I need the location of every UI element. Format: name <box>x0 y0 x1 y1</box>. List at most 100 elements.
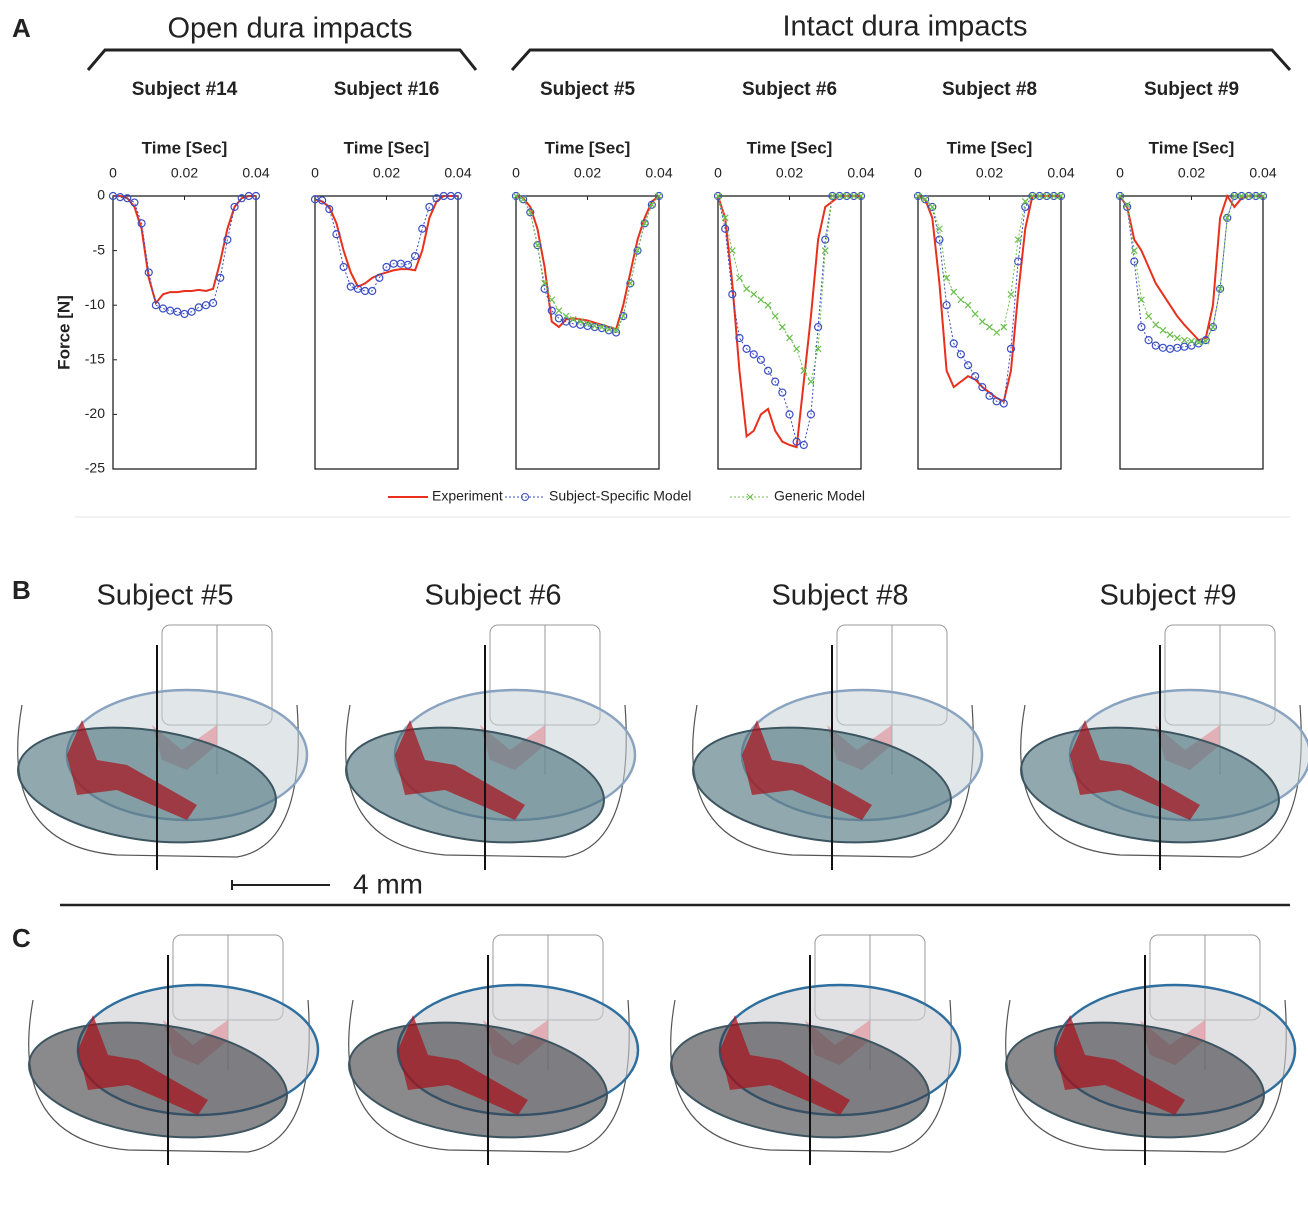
marker <box>1116 192 1124 200</box>
marker <box>511 191 521 201</box>
subject-label: Subject #8 <box>771 580 908 612</box>
marker <box>721 214 729 222</box>
legend-label: Generic Model <box>774 488 865 504</box>
marker <box>382 262 391 272</box>
bracket <box>86 48 478 71</box>
marker <box>728 290 737 299</box>
x-tick-label: 0.02 <box>976 165 1003 181</box>
red-dark <box>720 1015 850 1115</box>
red-dark <box>78 1015 208 1115</box>
red-dark <box>67 720 197 820</box>
marker <box>771 312 779 320</box>
marker <box>375 273 384 282</box>
experiment-line <box>717 195 861 449</box>
marker <box>742 344 751 353</box>
x-tick-label: 0.04 <box>1249 165 1276 181</box>
marker <box>1187 341 1196 350</box>
marker <box>807 378 815 386</box>
marker <box>187 307 196 316</box>
model-line <box>917 195 1061 334</box>
marker <box>843 192 851 200</box>
marker <box>648 201 656 209</box>
plot-frame <box>112 195 257 470</box>
y-tick-label: -25 <box>85 460 105 476</box>
marker <box>928 203 936 211</box>
marker <box>353 284 362 293</box>
marker <box>1115 191 1125 201</box>
marker <box>800 367 808 375</box>
marker <box>763 366 773 375</box>
marker <box>1007 290 1015 298</box>
marker <box>1209 323 1217 331</box>
marker <box>453 191 463 201</box>
marker <box>978 318 986 326</box>
model-line <box>314 195 458 292</box>
x-tick-label: 0.04 <box>1047 165 1074 181</box>
marker <box>1043 192 1051 200</box>
marker <box>1050 192 1058 200</box>
marker <box>194 303 203 312</box>
x-axis-label: Time [Sec] <box>142 138 228 157</box>
marker <box>821 247 829 255</box>
marker <box>612 326 620 334</box>
marker <box>611 328 621 337</box>
red-dark <box>395 720 525 820</box>
marker <box>432 194 441 203</box>
x-tick-label: 0 <box>311 165 319 181</box>
marker <box>950 288 958 296</box>
marker <box>978 383 987 392</box>
marker <box>1173 334 1181 342</box>
x-axis-label: Time [Sec] <box>947 138 1033 157</box>
marker <box>123 194 132 203</box>
legend-label: Subject-Specific Model <box>549 488 691 504</box>
marker <box>778 388 787 397</box>
marker <box>598 323 606 331</box>
x-tick-label: 0.02 <box>776 165 803 181</box>
marker <box>1166 331 1174 339</box>
y-axis-label: Force [N] <box>54 295 73 370</box>
model-line <box>1119 195 1263 343</box>
x-tick-label: 0 <box>512 165 520 181</box>
x-tick-label: 0.02 <box>1178 165 1205 181</box>
marker <box>533 241 542 250</box>
marker <box>534 241 541 249</box>
marker <box>735 333 744 343</box>
marker <box>1014 236 1022 244</box>
marker <box>949 339 958 348</box>
x-tick-label: 0.02 <box>574 165 601 181</box>
marker <box>971 310 979 318</box>
marker <box>180 309 189 319</box>
marker <box>411 251 420 261</box>
marker <box>928 202 937 212</box>
marker <box>714 192 722 200</box>
marker <box>555 307 563 315</box>
marker <box>728 247 736 255</box>
y-tick-label: -20 <box>85 405 105 421</box>
marker <box>1000 323 1008 331</box>
panel-label: B <box>12 575 31 605</box>
marker <box>569 315 577 323</box>
x-tick-label: 0 <box>714 165 722 181</box>
marker <box>971 372 980 381</box>
marker <box>634 247 641 255</box>
model-line <box>112 195 256 315</box>
marker <box>541 279 549 287</box>
marker <box>836 192 843 200</box>
marker <box>403 260 413 269</box>
marker <box>368 286 377 296</box>
model-line <box>917 195 1061 405</box>
x-tick-label: 0.02 <box>373 165 400 181</box>
subject-label: Subject #5 <box>96 580 233 612</box>
marker <box>985 391 994 400</box>
marker <box>857 192 865 200</box>
marker <box>1216 285 1224 293</box>
bracket <box>510 48 1292 72</box>
red-dark <box>742 720 872 820</box>
marker <box>547 306 556 315</box>
marker <box>785 410 794 419</box>
chart-title: Subject #5 <box>540 79 635 100</box>
marker <box>942 301 951 310</box>
marker <box>1201 336 1210 345</box>
marker <box>418 224 427 233</box>
